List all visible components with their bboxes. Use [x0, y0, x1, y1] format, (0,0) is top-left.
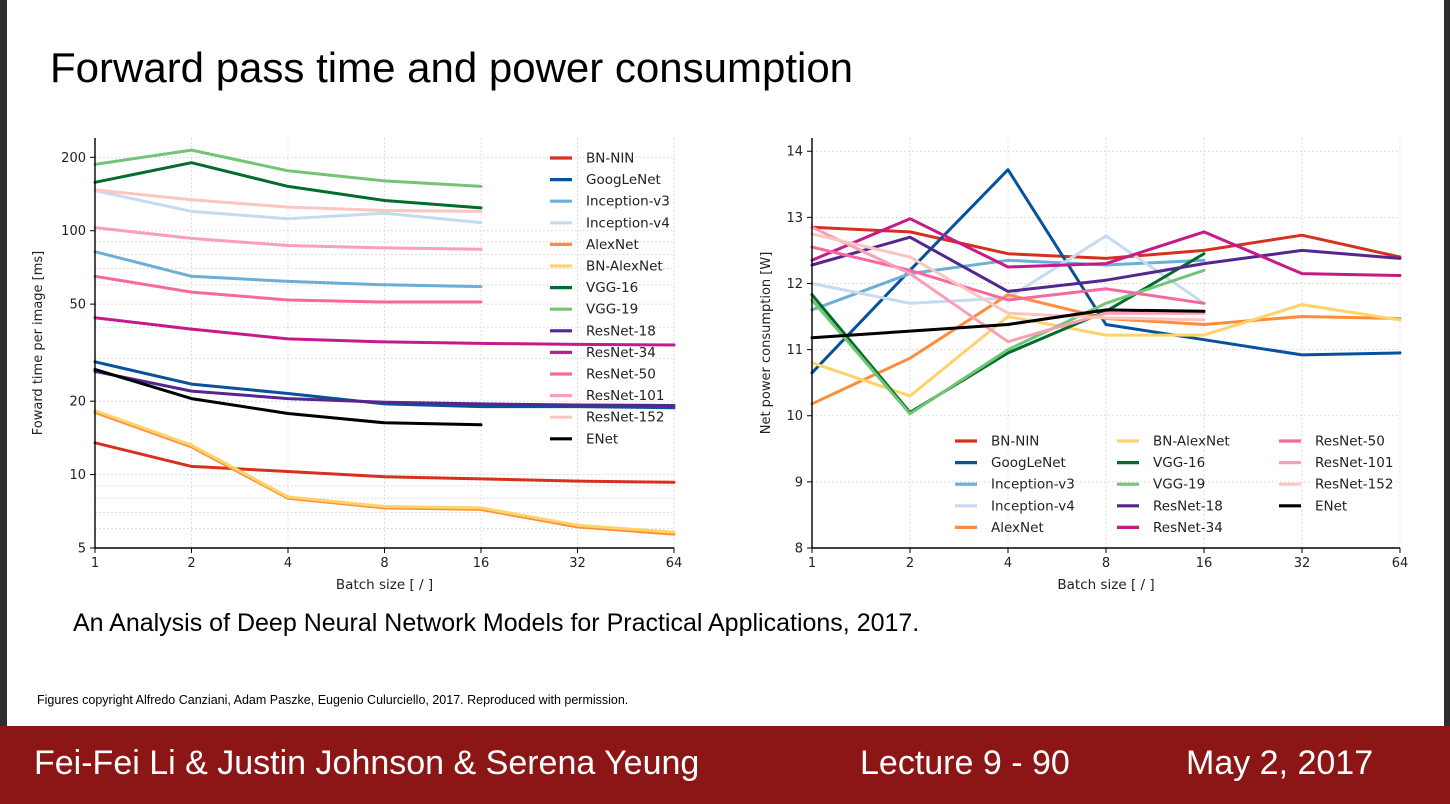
- series-line-vgg-16: [93, 161, 483, 210]
- legend-label: ResNet-18: [586, 323, 656, 339]
- series-line-resnet-34: [93, 316, 676, 347]
- chart-legend: BN-NIN GoogLeNet Inception-v3 Inception-v4 A…: [955, 434, 1393, 536]
- series-line-bn-alexnet: [93, 409, 676, 534]
- legend-label: ResNet-101: [1315, 455, 1393, 471]
- footer-authors: Fei-Fei Li & Justin Johnson & Serena Yeu…: [34, 744, 700, 782]
- x-tick-label: 64: [1392, 556, 1409, 571]
- y-tick-label: 20: [69, 395, 86, 410]
- legend-label: BN-NIN: [586, 151, 634, 167]
- series-line-resnet-152: [810, 232, 1206, 322]
- series-line-resnet-152: [93, 188, 483, 213]
- legend-label: AlexNet: [586, 237, 639, 253]
- y-tick-label: 9: [795, 475, 803, 490]
- series-line-bn-nin: [810, 225, 1402, 260]
- legend-label: Inception-v3: [586, 194, 670, 210]
- y-axis-label: Foward time per image [ms]: [31, 251, 46, 436]
- x-tick-label: 64: [666, 556, 683, 571]
- series-line-inception-v4: [810, 234, 1206, 305]
- series-line-vgg-19: [93, 148, 483, 188]
- x-tick-label: 4: [1004, 556, 1012, 571]
- x-tick-label: 32: [1294, 556, 1311, 571]
- legend-label: ResNet-34: [586, 345, 656, 361]
- legend-label: GoogLeNet: [991, 455, 1066, 471]
- series-line-googlenet: [93, 360, 676, 410]
- series-line-bn-nin: [93, 441, 676, 484]
- series-line-enet: [810, 308, 1206, 340]
- forward-time-chart: 1 2 4 8 16 32 64 5 10 20 50 100 200 Batch size [ / ] F…: [31, 138, 683, 593]
- y-tick-label: 13: [786, 211, 803, 226]
- legend-label: VGG-16: [1153, 455, 1205, 471]
- series-line-resnet-18: [93, 369, 676, 407]
- footer-lecture-number: Lecture 9 - 90: [860, 744, 1070, 782]
- legend-label: VGG-19: [586, 302, 638, 318]
- legend-label: BN-AlexNet: [1153, 434, 1230, 450]
- series-line-resnet-101: [810, 225, 1206, 344]
- grid-lines: [811, 138, 1401, 549]
- x-tick-label: 16: [473, 556, 490, 571]
- series-line-resnet-50: [810, 245, 1206, 305]
- x-tick-label: 2: [187, 556, 195, 571]
- series-line-bn-alexnet: [810, 303, 1402, 398]
- legend-label: ResNet-34: [1153, 520, 1223, 536]
- y-tick-label: 50: [69, 298, 86, 313]
- x-tick-label: 16: [1196, 556, 1213, 571]
- legend-label: Inception-v4: [586, 215, 670, 231]
- legend-label: ResNet-18: [1153, 498, 1223, 514]
- y-tick-label: 10: [786, 409, 803, 424]
- y-tick-label: 100: [61, 224, 86, 239]
- y-tick-label: 8: [795, 542, 803, 557]
- y-tick-label: 200: [61, 151, 86, 166]
- x-tick-label: 32: [569, 556, 586, 571]
- series-line-resnet-50: [93, 274, 483, 304]
- left-edge-bar: [0, 0, 7, 804]
- slide-title: Forward pass time and power consumption: [50, 44, 854, 91]
- x-tick-label: 4: [284, 556, 292, 571]
- series-line-inception-v3: [810, 258, 1206, 312]
- copyright-notice: Figures copyright Alfredo Canziani, Adam…: [37, 693, 629, 707]
- legend-label: Inception-v4: [991, 498, 1075, 514]
- legend-label: ENet: [586, 431, 618, 447]
- x-axis-label: Batch size [ / ]: [1057, 577, 1154, 593]
- legend-label: ResNet-101: [586, 388, 664, 404]
- y-tick-label: 12: [786, 277, 803, 292]
- series-line-resnet-18: [810, 235, 1402, 293]
- y-axis-label: Net power consumption [W]: [759, 252, 774, 435]
- series-line-resnet-101: [93, 226, 483, 251]
- y-tick-label: 11: [786, 343, 803, 358]
- legend-label: BN-AlexNet: [586, 259, 663, 275]
- legend-label: GoogLeNet: [586, 172, 661, 188]
- y-tick-label: 10: [69, 468, 86, 483]
- legend-label: BN-NIN: [991, 434, 1039, 450]
- legend-label: VGG-16: [586, 280, 638, 296]
- legend-label: ResNet-50: [1315, 434, 1385, 450]
- x-tick-label: 2: [906, 556, 914, 571]
- legend-label: VGG-19: [1153, 477, 1205, 493]
- legend-label: ResNet-152: [1315, 477, 1393, 493]
- series-line-inception-v4: [93, 189, 483, 225]
- legend-label: AlexNet: [991, 520, 1044, 536]
- series-line-inception-v3: [93, 250, 483, 289]
- y-tick-label: 14: [786, 145, 803, 160]
- legend-label: ENet: [1315, 498, 1347, 514]
- footer-date: May 2, 2017: [1186, 744, 1374, 782]
- x-axis-label: Batch size [ / ]: [336, 577, 433, 593]
- chart-legend: BN-NIN GoogLeNet Inception-v3 Inception-v4 A…: [550, 151, 670, 447]
- right-edge-bar: [1444, 0, 1450, 726]
- paper-citation: An Analysis of Deep Neural Network Model…: [73, 609, 920, 637]
- series-line-resnet-34: [810, 217, 1402, 277]
- legend-label: ResNet-152: [586, 410, 664, 426]
- series-line-enet: [93, 367, 483, 427]
- y-tick-label: 5: [78, 542, 86, 557]
- x-tick-label: 8: [380, 556, 388, 571]
- x-tick-label: 1: [91, 556, 99, 571]
- legend-label: Inception-v3: [991, 477, 1075, 493]
- x-tick-label: 8: [1102, 556, 1110, 571]
- legend-label: ResNet-50: [586, 367, 656, 383]
- footer-bar: Fei-Fei Li & Justin Johnson & Serena Yeu…: [0, 726, 1450, 804]
- x-tick-label: 1: [808, 556, 816, 571]
